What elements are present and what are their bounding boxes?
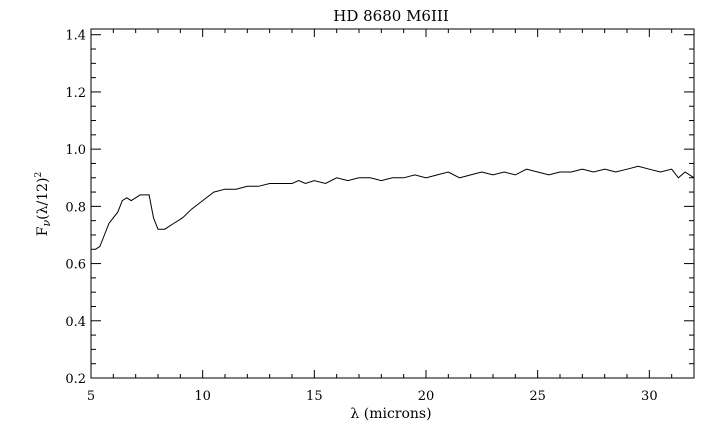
x-tick-label: 15 xyxy=(306,389,323,404)
x-tick-label: 20 xyxy=(418,389,435,404)
y-tick-label: 0.8 xyxy=(65,200,86,215)
y-tick-label: 0.6 xyxy=(65,258,86,273)
axis-ticks xyxy=(90,29,695,379)
spectrum-line xyxy=(95,165,695,250)
y-axis-label: Fν(λ/12)2 xyxy=(34,172,53,236)
x-tick-label: 30 xyxy=(641,389,658,404)
y-tick-label: 1.2 xyxy=(65,86,86,101)
x-tick-label: 25 xyxy=(529,389,546,404)
x-axis-label: λ (microns) xyxy=(350,406,431,422)
tick-labels: 5 10 15 20 25 30 0.2 0.4 0.6 0.8 1.0 1.2 1.4 xyxy=(65,29,657,404)
y-tick-label: 0.2 xyxy=(65,372,86,387)
y-tick-label: 0.4 xyxy=(65,315,86,330)
y-tick-label: 1.0 xyxy=(65,143,86,158)
plot-frame xyxy=(90,28,695,379)
x-tick-label: 5 xyxy=(87,389,95,404)
x-tick-label: 10 xyxy=(194,389,211,404)
chart-title: HD 8680 M6III xyxy=(333,7,449,25)
y-tick-label: 1.4 xyxy=(65,29,86,44)
